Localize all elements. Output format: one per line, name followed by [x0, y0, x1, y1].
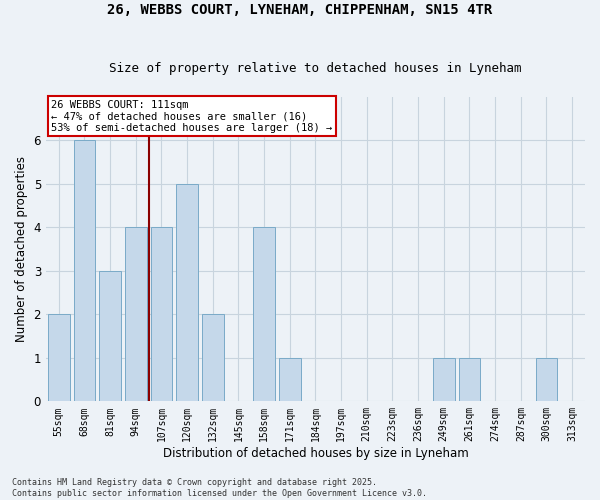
Y-axis label: Number of detached properties: Number of detached properties [15, 156, 28, 342]
Text: 26 WEBBS COURT: 111sqm
← 47% of detached houses are smaller (16)
53% of semi-det: 26 WEBBS COURT: 111sqm ← 47% of detached… [52, 100, 332, 132]
Bar [202, 314, 224, 402]
Bar [48, 314, 70, 402]
Bar [279, 358, 301, 402]
Text: Contains HM Land Registry data © Crown copyright and database right 2025.
Contai: Contains HM Land Registry data © Crown c… [12, 478, 427, 498]
Title: Size of property relative to detached houses in Lyneham: Size of property relative to detached ho… [109, 62, 522, 74]
Bar [74, 140, 95, 402]
Text: 26, WEBBS COURT, LYNEHAM, CHIPPENHAM, SN15 4TR: 26, WEBBS COURT, LYNEHAM, CHIPPENHAM, SN… [107, 2, 493, 16]
Bar [176, 184, 198, 402]
Bar [433, 358, 455, 402]
Bar [99, 270, 121, 402]
Bar [536, 358, 557, 402]
Bar [125, 227, 146, 402]
Bar [458, 358, 481, 402]
Bar [253, 227, 275, 402]
Bar [151, 227, 172, 402]
X-axis label: Distribution of detached houses by size in Lyneham: Distribution of detached houses by size … [163, 447, 469, 460]
